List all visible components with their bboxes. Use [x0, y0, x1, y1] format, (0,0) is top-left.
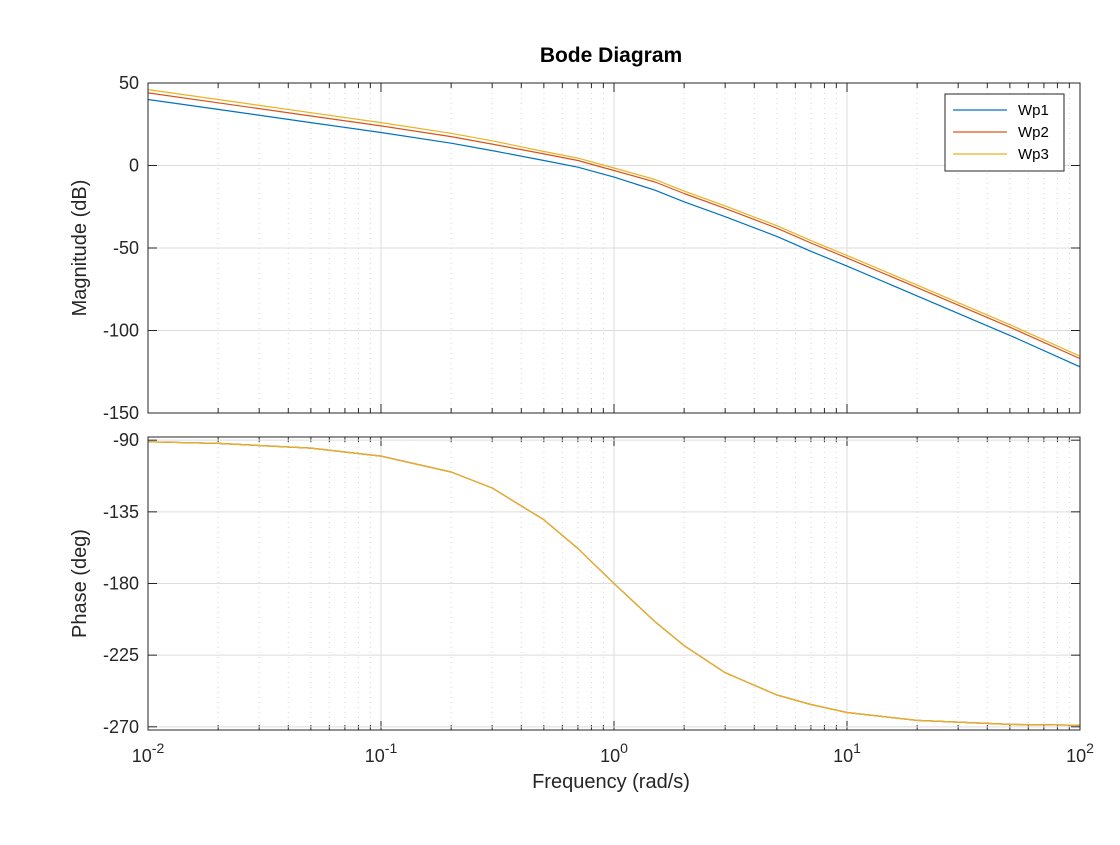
y-tick-label: -90	[113, 430, 139, 450]
x-tick-label: 10-1	[365, 740, 398, 766]
legend-label-wp1: Wp1	[1018, 102, 1049, 119]
y-tick-label: 50	[119, 73, 139, 93]
axes-box	[147, 82, 1081, 414]
series-line-wp3	[148, 441, 1080, 726]
chart-title: Bode Diagram	[540, 44, 682, 67]
x-tick-exponent: 2	[1086, 740, 1094, 756]
x-tick-base: 10	[600, 746, 620, 766]
series-line-wp2	[148, 92, 1080, 360]
axes-box	[147, 436, 1081, 731]
x-tick-base: 10	[833, 746, 853, 766]
legend: Wp1 Wp2 Wp3	[944, 93, 1065, 172]
x-tick-label: 102	[1066, 740, 1094, 766]
x-tick-exponent: -2	[152, 740, 165, 756]
series-line-wp3	[148, 89, 1080, 357]
x-tick-label: 101	[833, 740, 861, 766]
y-tick-label: -135	[103, 502, 139, 522]
legend-label-wp2: Wp2	[1018, 124, 1049, 141]
x-tick-exponent: 0	[620, 740, 628, 756]
y-axis-label: Magnitude (dB)	[69, 180, 91, 317]
legend-label-wp3: Wp3	[1018, 146, 1049, 163]
y-tick-label: -225	[103, 645, 139, 665]
x-axis-label: Frequency (rad/s)	[532, 771, 690, 793]
x-tick-exponent: 1	[853, 740, 861, 756]
x-tick-base: 10	[1066, 746, 1086, 766]
y-tick-label: -180	[103, 574, 139, 594]
y-tick-label: -100	[103, 321, 139, 341]
x-tick-base: 10	[132, 746, 152, 766]
y-tick-label: -270	[103, 717, 139, 737]
x-tick-exponent: -1	[385, 740, 398, 756]
y-tick-label: 0	[129, 156, 139, 176]
x-tick-label: 100	[600, 740, 628, 766]
series-line-wp1	[148, 98, 1080, 368]
y-tick-label: -50	[113, 238, 139, 258]
y-axis-label: Phase (deg)	[69, 529, 91, 638]
x-tick-label: 10-2	[132, 740, 165, 766]
y-tick-label: -150	[103, 403, 139, 423]
x-tick-base: 10	[365, 746, 385, 766]
magnitude-subplot: 50 0 -50 -100 -150 Magnitude (dB)	[69, 73, 1081, 423]
